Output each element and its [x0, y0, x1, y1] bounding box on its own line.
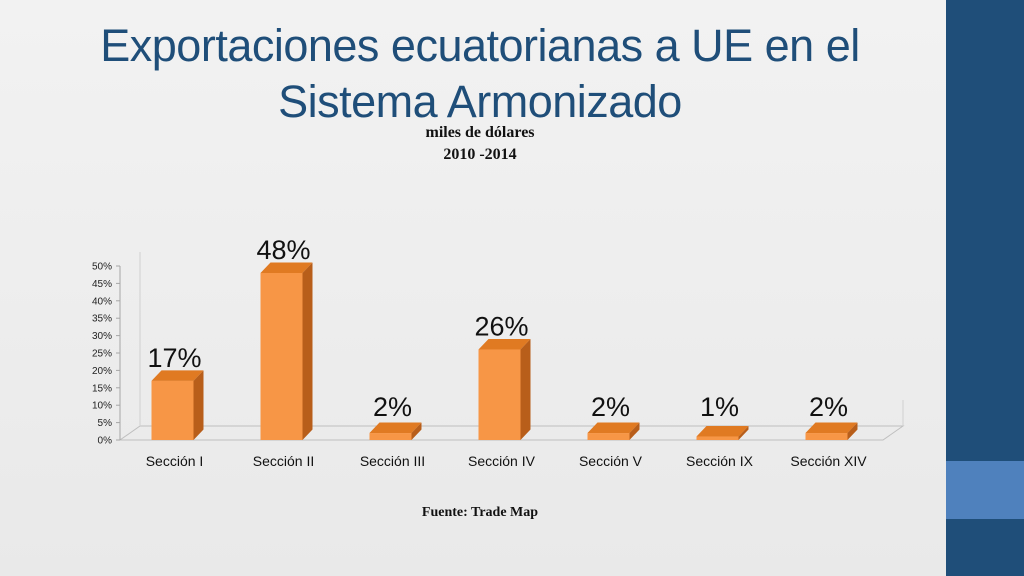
slide-title: Exportaciones ecuatorianas a UE en el Si…: [100, 20, 860, 127]
y-tick-label: 10%: [92, 401, 112, 412]
bar-side: [411, 422, 422, 440]
sidebar-decoration: [946, 0, 1024, 576]
bar-side: [520, 339, 531, 440]
x-tick-label: Sección XIV: [790, 453, 867, 469]
data-label: 2%: [809, 392, 848, 422]
y-tick-label: 30%: [92, 331, 112, 342]
bar: [260, 272, 303, 440]
sidebar-accent: [946, 461, 1024, 519]
y-tick-label: 20%: [92, 366, 112, 377]
data-label: 26%: [474, 312, 528, 342]
bar-side: [193, 370, 204, 440]
bar-side: [302, 262, 313, 440]
bar: [478, 349, 521, 440]
chart-subtitle-years: 2010 -2014: [443, 146, 517, 163]
x-tick-label: Sección III: [360, 453, 425, 469]
x-tick-label: Sección IV: [468, 453, 536, 469]
data-label: 2%: [591, 392, 630, 422]
x-tick-label: Sección II: [253, 453, 314, 469]
y-tick-label: 15%: [92, 383, 112, 394]
bar: [587, 433, 630, 440]
bar: [151, 380, 194, 440]
bar: [805, 433, 848, 440]
bar-side: [847, 422, 858, 440]
x-tick-label: Sección V: [579, 453, 643, 469]
y-tick-label: 5%: [98, 418, 113, 429]
bar-top: [805, 422, 858, 434]
x-tick-label: Sección IX: [686, 453, 754, 469]
bar-side: [629, 422, 640, 440]
y-tick-label: 0%: [98, 436, 113, 447]
y-tick-label: 35%: [92, 314, 112, 325]
bar-side: [738, 426, 749, 440]
y-tick-label: 45%: [92, 279, 112, 290]
bar-top: [478, 339, 531, 350]
data-label: 1%: [700, 392, 739, 422]
data-label: 48%: [256, 235, 310, 265]
data-label: 2%: [373, 392, 412, 422]
bar-top: [587, 422, 640, 434]
data-label: 17%: [147, 343, 201, 373]
bar-top: [369, 422, 422, 434]
bar: [696, 436, 739, 440]
x-tick-label: Sección I: [146, 453, 204, 469]
bar-top: [696, 426, 749, 437]
y-tick-label: 25%: [92, 349, 112, 360]
y-tick-label: 40%: [92, 296, 112, 307]
chart-subtitle-units: miles de dólares: [425, 124, 535, 141]
bar: [369, 433, 412, 440]
source-note: Fuente: Trade Map: [421, 505, 539, 520]
y-tick-label: 50%: [92, 262, 112, 273]
bar-top: [260, 262, 313, 273]
bar-top: [151, 370, 204, 381]
